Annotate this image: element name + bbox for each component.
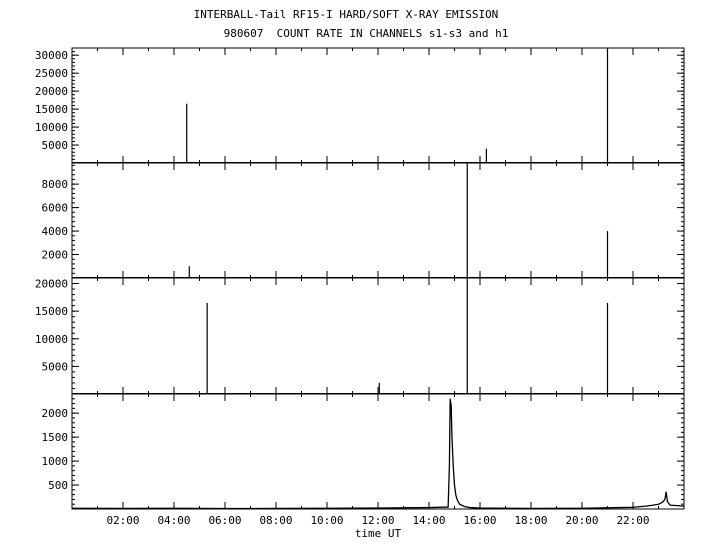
y-tick-label: 1000 [42,455,69,468]
x-tick-label: 12:00 [361,514,394,527]
y-tick-label: 8000 [42,178,69,191]
y-tick-label: 2000 [42,407,69,420]
y-tick-label: 5000 [42,360,69,373]
y-tick-label: 25000 [35,67,68,80]
y-tick-label: 20000 [35,85,68,98]
y-tick-label: 6000 [42,202,69,215]
panel-data [72,278,684,394]
panel-frame [71,393,685,510]
panel-data [72,398,684,509]
x-tick-label: 04:00 [157,514,190,527]
x-tick-label: 06:00 [208,514,241,527]
x-axis-label: time UT [355,527,402,540]
x-tick-label: 02:00 [106,514,139,527]
y-tick-label: 2000 [42,249,69,262]
y-tick-label: 30000 [35,49,68,62]
chart-subtitle: 980607 COUNT RATE IN CHANNELS s1-s3 and … [223,27,509,40]
x-tick-label: 20:00 [565,514,598,527]
panel-frame [71,277,685,395]
data-curve [72,398,684,509]
panel-frame [71,162,685,279]
panel-data [72,163,684,278]
panel-s2: 2000 4000 6000 8000 [42,162,685,279]
x-tick-label: 22:00 [616,514,649,527]
x-tick-label: 08:00 [259,514,292,527]
y-tick-label: 10000 [35,333,68,346]
x-tick-label: 18:00 [514,514,547,527]
y-tick-label: 1500 [42,431,69,444]
panel-data [72,48,684,163]
y-tick-label: 20000 [35,278,68,291]
x-tick-label: 16:00 [463,514,496,527]
chart-title: INTERBALL-Tail RF15-I HARD/SOFT X-RAY EM… [193,8,499,21]
y-tick-label: 5000 [42,139,69,152]
panel-s1: 5000 10000 15000 20000 25000 30000 [35,47,685,164]
y-tick-label: 4000 [42,225,69,238]
panel-h1: 500 1000 1500 2000 [42,393,685,510]
y-tick-label: 500 [48,479,68,492]
y-tick-label: 15000 [35,305,68,318]
x-tick-label: 14:00 [412,514,445,527]
x-tick-label: 10:00 [310,514,343,527]
panel-frame [71,47,685,164]
panel-s3: 5000 10000 15000 20000 [35,277,685,395]
y-tick-label: 15000 [35,103,68,116]
y-tick-label: 10000 [35,121,68,134]
